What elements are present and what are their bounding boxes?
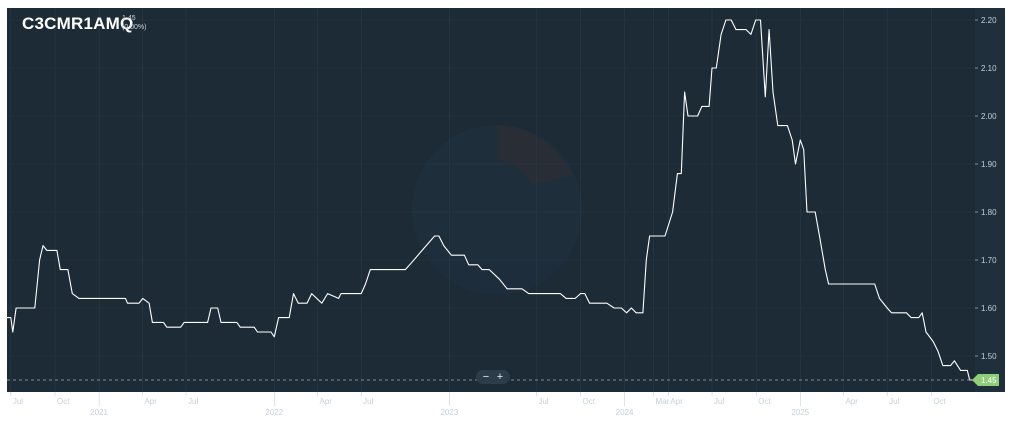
x-tick-label: Jul <box>538 397 548 406</box>
y-tick-label: 1.70 <box>981 256 997 265</box>
x-tick-label: Jul <box>13 397 23 406</box>
y-tick-label: 1.60 <box>981 304 997 313</box>
x-tick-label: Jul <box>363 397 373 406</box>
x-tick-label: 2022 <box>265 408 283 417</box>
y-tick-label: 1.80 <box>981 208 997 217</box>
gridlines <box>7 8 975 392</box>
zoom-controls: − + <box>476 370 510 384</box>
x-tick-label: Apr <box>670 397 683 406</box>
chart-header: C3CMR1AMQ <box>22 14 133 34</box>
x-axis: Jul Oct 2021 Apr Jul 2022 Apr Jul 2023 Jul Oct 2024… <box>10 392 947 417</box>
last-value-badge <box>972 374 999 386</box>
last-value-marker: 1.45 <box>972 374 999 386</box>
x-tick-label: Oct <box>933 397 946 406</box>
x-tick-label: Apr <box>320 397 333 406</box>
last-value-label: 1.45 <box>981 376 997 385</box>
ticker-title: C3CMR1AMQ <box>22 14 134 33</box>
y-tick-label: 1.50 <box>981 352 997 361</box>
x-tick-label: Jul <box>714 397 724 406</box>
plot-background <box>7 8 975 392</box>
price-series-line <box>7 19 975 381</box>
zoom-in-button[interactable]: + <box>496 371 504 383</box>
x-tick-label: 2024 <box>616 408 634 417</box>
y-tick-label: 2.00 <box>981 112 997 121</box>
x-tick-label: Apr <box>846 397 859 406</box>
x-tick-label: 2021 <box>90 408 108 417</box>
y-tick-label: 2.10 <box>981 64 997 73</box>
x-tick-label: Jul <box>188 397 198 406</box>
watermark-logo <box>412 125 582 295</box>
y-axis: 1.50 1.60 1.70 1.80 1.90 2.00 2.10 2.20 <box>975 16 997 361</box>
x-tick-label: Apr <box>144 397 157 406</box>
y-tick-label: 2.20 <box>981 16 997 25</box>
change-text: (0.00%) <box>122 24 147 31</box>
last-price-text: 1.45 <box>122 15 136 22</box>
x-tick-label: Oct <box>583 397 596 406</box>
y-tick-label: 1.90 <box>981 160 997 169</box>
x-tick-label: Jul <box>889 397 899 406</box>
y-axis-panel <box>975 8 1005 392</box>
x-tick-label: Oct <box>758 397 771 406</box>
x-tick-label: 2025 <box>791 408 809 417</box>
zoom-out-button[interactable]: − <box>482 371 490 383</box>
x-tick-label: 2023 <box>440 408 458 417</box>
quote-box: 1.45 (0.00%) <box>122 14 147 32</box>
x-tick-label: Oct <box>57 397 70 406</box>
x-tick-label: Mar <box>655 397 669 406</box>
